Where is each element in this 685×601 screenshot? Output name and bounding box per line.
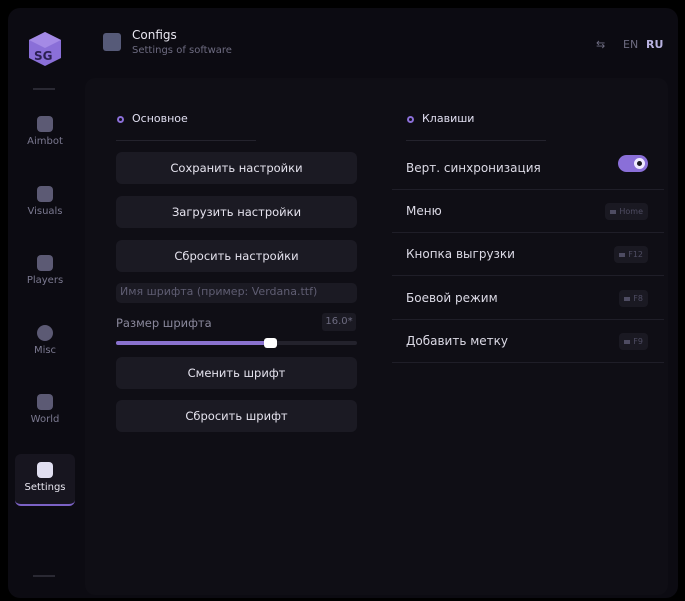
keybind-button[interactable]: F12 [614,246,648,263]
keyboard-icon [624,339,631,344]
reset-settings-button[interactable]: Сбросить настройки [116,240,357,272]
bullet-icon [117,115,124,123]
reset-font-button[interactable]: Сбросить шрифт [116,400,357,432]
sidebar-item-label: Aimbot [27,136,63,147]
section-title-keys: Клавиши [407,112,474,125]
sidebar-item-players[interactable]: Players [15,247,75,299]
load-settings-button[interactable]: Загрузить настройки [116,196,357,228]
sidebar-item-world[interactable]: World [15,386,75,438]
save-settings-button[interactable]: Сохранить настройки [116,152,357,184]
font-size-label: Размер шрифта [116,316,212,330]
keybind-button[interactable]: F9 [619,333,648,350]
font-name-input[interactable]: Имя шрифта (пример: Verdana.ttf) [116,283,357,303]
lang-ru[interactable]: RU [646,38,664,51]
font-size-slider[interactable] [116,338,357,348]
sidebar-item-label: Players [26,275,64,286]
sidebar-item-aimbot[interactable]: Aimbot [15,108,75,160]
keybind-row-unload: Кнопка выгрузки F12 [392,233,664,276]
slider-fill [116,341,271,345]
sidebar-divider [33,575,55,577]
page-subtitle: Settings of software [132,45,232,56]
translate-icon[interactable]: ⇆ [596,38,606,51]
divider [116,140,256,141]
dots-icon [37,325,53,341]
keybind-button[interactable]: Home [605,203,648,220]
users-icon [37,255,53,271]
keybind-row-menu: Меню Home [392,190,664,233]
sidebar-item-label: Visuals [27,206,63,217]
svg-text:SG: SG [34,49,53,63]
keybind-row-combat: Боевой режим F8 [392,277,664,320]
list-icon [103,33,121,51]
vsync-toggle[interactable] [618,155,648,172]
logo-icon: SG [29,32,61,66]
change-font-button[interactable]: Сменить шрифт [116,357,357,389]
keybind-label: Боевой режим [406,291,498,305]
sidebar-item-misc[interactable]: Misc [15,317,75,369]
keybind-label: Меню [406,204,442,218]
keybind-button[interactable]: F8 [619,290,648,307]
sidebar-item-label: Misc [33,345,57,356]
bullet-icon [407,115,414,123]
font-size-value[interactable]: 16.0* [322,313,356,331]
page-title: Configs [132,28,177,42]
keybind-row-mark: Добавить метку F9 [392,320,664,363]
keyboard-icon [619,252,626,257]
keyboard-icon [624,296,631,301]
vsync-row: Верт. синхронизация [392,147,664,190]
sidebar-item-label: World [30,414,60,425]
keybind-label: Кнопка выгрузки [406,247,515,261]
skull-icon [37,116,53,132]
vsync-label: Верт. синхронизация [406,161,541,175]
sidebar-item-settings[interactable]: Settings [15,454,75,506]
divider [406,140,546,141]
list-icon [37,462,53,478]
section-title-main: Основное [117,112,188,125]
keybind-label: Добавить метку [406,334,508,348]
sidebar-item-visuals[interactable]: Visuals [15,178,75,230]
keyboard-icon [610,209,617,214]
briefcase-icon [37,394,53,410]
lang-en[interactable]: EN [623,38,639,51]
slider-thumb[interactable] [264,338,278,348]
sidebar-item-label: Settings [24,482,66,493]
sidebar-divider [33,88,55,90]
vr-glasses-icon [37,186,53,202]
